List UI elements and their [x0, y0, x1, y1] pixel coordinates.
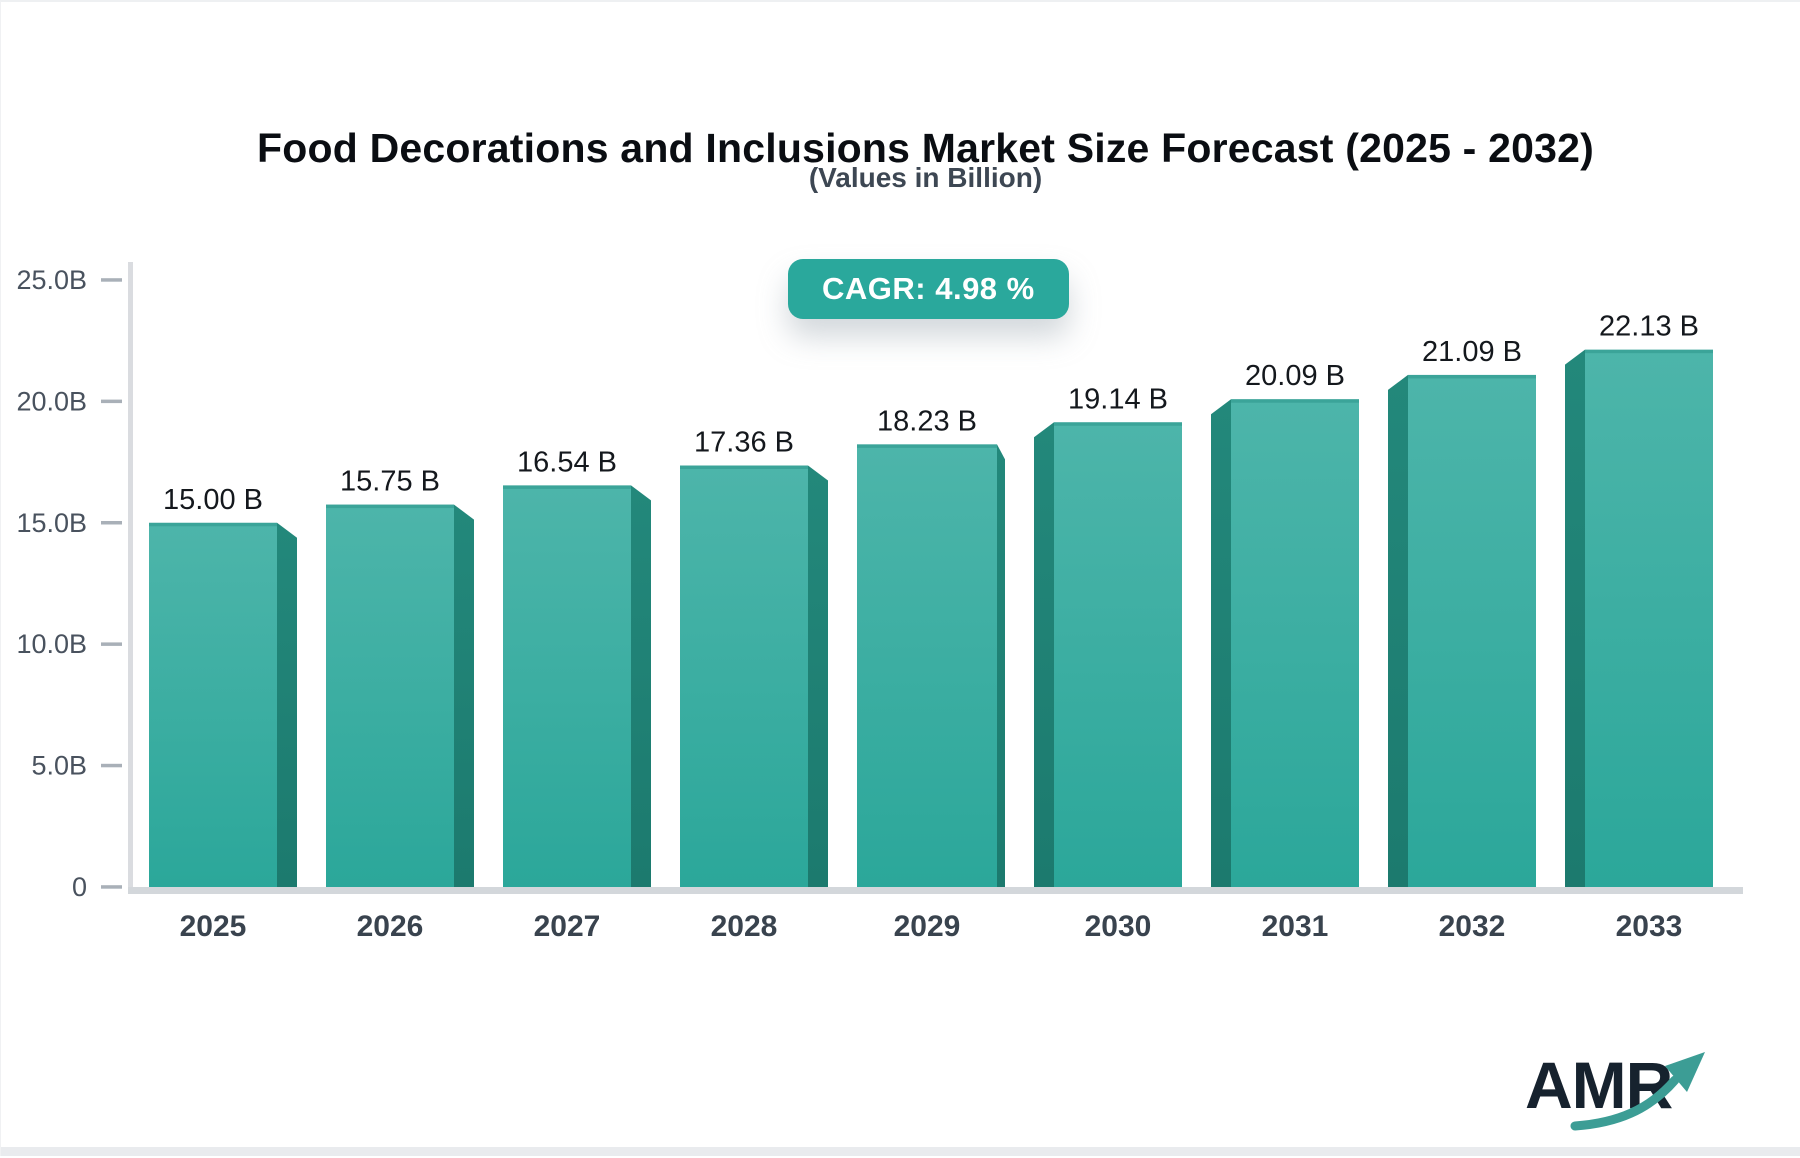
bar-front-face: [1054, 422, 1182, 888]
bottom-edge: [1, 1147, 1800, 1156]
bar-top-edge: [1585, 349, 1713, 354]
bar-value-label: 16.54 B: [517, 446, 617, 478]
bar-value-label: 21.09 B: [1422, 336, 1522, 368]
bar-top-edge: [1054, 422, 1182, 426]
x-category-label-2029: 2029: [894, 910, 961, 943]
bar-2033[interactable]: 22.13 B: [1565, 311, 1713, 888]
y-tick-label-5: 5.0B: [31, 751, 87, 781]
bar-value-label: 18.23 B: [877, 405, 977, 437]
bar-value-label: 19.14 B: [1068, 383, 1168, 415]
bar-side-face: [1034, 422, 1054, 888]
bar-side-face: [808, 465, 828, 888]
bar-front-face: [680, 465, 808, 888]
bar-value-label: 15.75 B: [340, 466, 440, 498]
bar-side-face: [1565, 349, 1585, 888]
trend-up-arrow-icon: [1570, 1052, 1705, 1131]
x-category-label-2027: 2027: [534, 910, 601, 943]
bar-front-face: [857, 444, 997, 888]
y-tick-5: [101, 763, 122, 768]
bar-front-face: [503, 485, 631, 888]
x-category-label-2033: 2033: [1616, 910, 1683, 943]
bar-top-edge: [680, 465, 808, 469]
bar-front-face: [1585, 349, 1713, 888]
bar-front-face: [149, 522, 277, 888]
y-tick-label-10: 10.0B: [16, 629, 87, 659]
y-tick-label-25: 25.0B: [16, 265, 87, 295]
x-category-label-2032: 2032: [1439, 910, 1506, 943]
y-tick-label-20: 20.0B: [16, 386, 87, 416]
bar-top-edge: [1408, 374, 1536, 379]
bar-2032[interactable]: 21.09 B: [1388, 336, 1536, 888]
y-tick-20: [101, 399, 122, 404]
bar-2028[interactable]: 17.36 B: [680, 426, 828, 888]
y-tick-25: [101, 278, 122, 282]
x-category-label-2026: 2026: [357, 910, 424, 943]
page-title: Food Decorations and Inclusions Market S…: [257, 125, 1594, 172]
bar-top-edge: [857, 444, 997, 448]
bar-front-face: [1408, 374, 1536, 888]
page-subtitle: (Values in Billion): [808, 162, 1043, 193]
y-tick-10: [101, 642, 122, 646]
bar-value-label: 20.09 B: [1245, 360, 1345, 392]
bar-front-face: [1231, 399, 1359, 888]
bar-top-edge: [149, 522, 277, 527]
bar-side-face: [1388, 374, 1408, 888]
x-category-label-2028: 2028: [711, 910, 778, 943]
amr-logo: AMR: [1525, 1052, 1745, 1152]
cagr-badge-label: CAGR: 4.98 %: [822, 271, 1035, 306]
bar-front-face: [326, 504, 454, 888]
bar-2030[interactable]: 19.14 B: [1034, 383, 1182, 888]
x-axis-line: [128, 887, 1743, 894]
bar-2027[interactable]: 16.54 B: [503, 446, 651, 888]
cagr-badge: CAGR: 4.98 %: [788, 259, 1069, 319]
bar-value-label: 22.13 B: [1599, 311, 1699, 343]
bar-top-edge: [326, 504, 454, 509]
bar-2031[interactable]: 20.09 B: [1211, 360, 1359, 888]
x-category-label-2031: 2031: [1262, 910, 1329, 943]
y-tick-15: [101, 521, 122, 525]
bar-side-face: [631, 485, 651, 888]
bar-side-face: [277, 522, 297, 888]
bar-value-label: 17.36 B: [694, 426, 794, 458]
bar-2025[interactable]: 15.00 B: [149, 484, 297, 888]
bar-2029[interactable]: 18.23 B: [857, 405, 1005, 888]
bar-top-edge: [503, 485, 631, 489]
x-category-label-2025: 2025: [180, 910, 247, 943]
y-axis-line: [128, 262, 133, 894]
y-tick-label-15: 15.0B: [16, 508, 87, 538]
bar-side-face: [454, 504, 474, 888]
y-tick-label-0: 0: [72, 872, 87, 902]
bar-2026[interactable]: 15.75 B: [326, 466, 474, 888]
bar-side-face: [1211, 399, 1231, 888]
bar-side-face: [997, 444, 1005, 888]
bar-top-edge: [1231, 399, 1359, 403]
x-category-label-2030: 2030: [1085, 910, 1152, 943]
y-tick-0: [101, 885, 122, 889]
bar-value-label: 15.00 B: [163, 484, 263, 516]
